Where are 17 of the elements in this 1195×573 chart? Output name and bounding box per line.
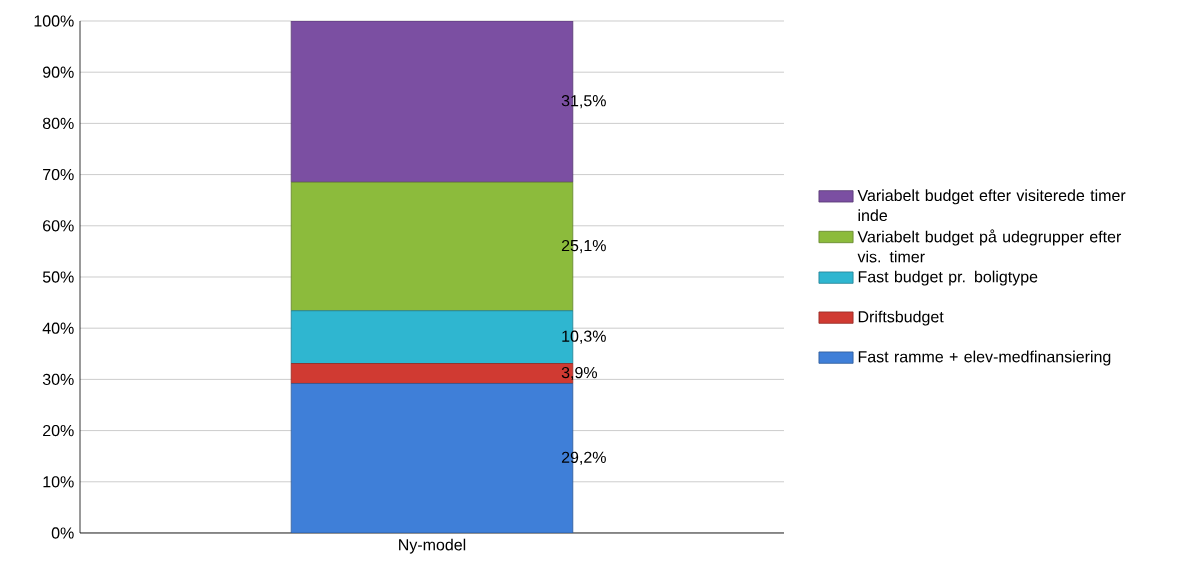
y-tick-label: 30% [42, 373, 74, 386]
y-tick-label: 80% [42, 117, 74, 130]
y-tick-label: 20% [43, 424, 74, 437]
legend-label: Variabelt budget efter visiterede timer inde [857, 189, 1126, 222]
y-tick-label: 60% [43, 220, 74, 232]
y-tick-label: 50% [42, 271, 74, 283]
y-tick-label: 40% [42, 322, 74, 334]
legend-label: Fast budget pr. boligtype [858, 270, 1038, 286]
y-tick-label: 0% [51, 527, 74, 539]
x-tick-label: Ny-model [399, 538, 466, 554]
legend-label: Fast ramme + elev-medfinansiering [858, 350, 1111, 366]
y-tick-label: 10% [43, 476, 74, 488]
y-tick-label: 70% [43, 168, 74, 181]
y-tick-label: 90% [43, 66, 74, 78]
y-tick-label: 100% [34, 15, 74, 27]
legend-label: Driftsbudget [858, 310, 944, 326]
legend-label: Variabelt budget på udegrupper efter vis. timer [857, 229, 1122, 263]
